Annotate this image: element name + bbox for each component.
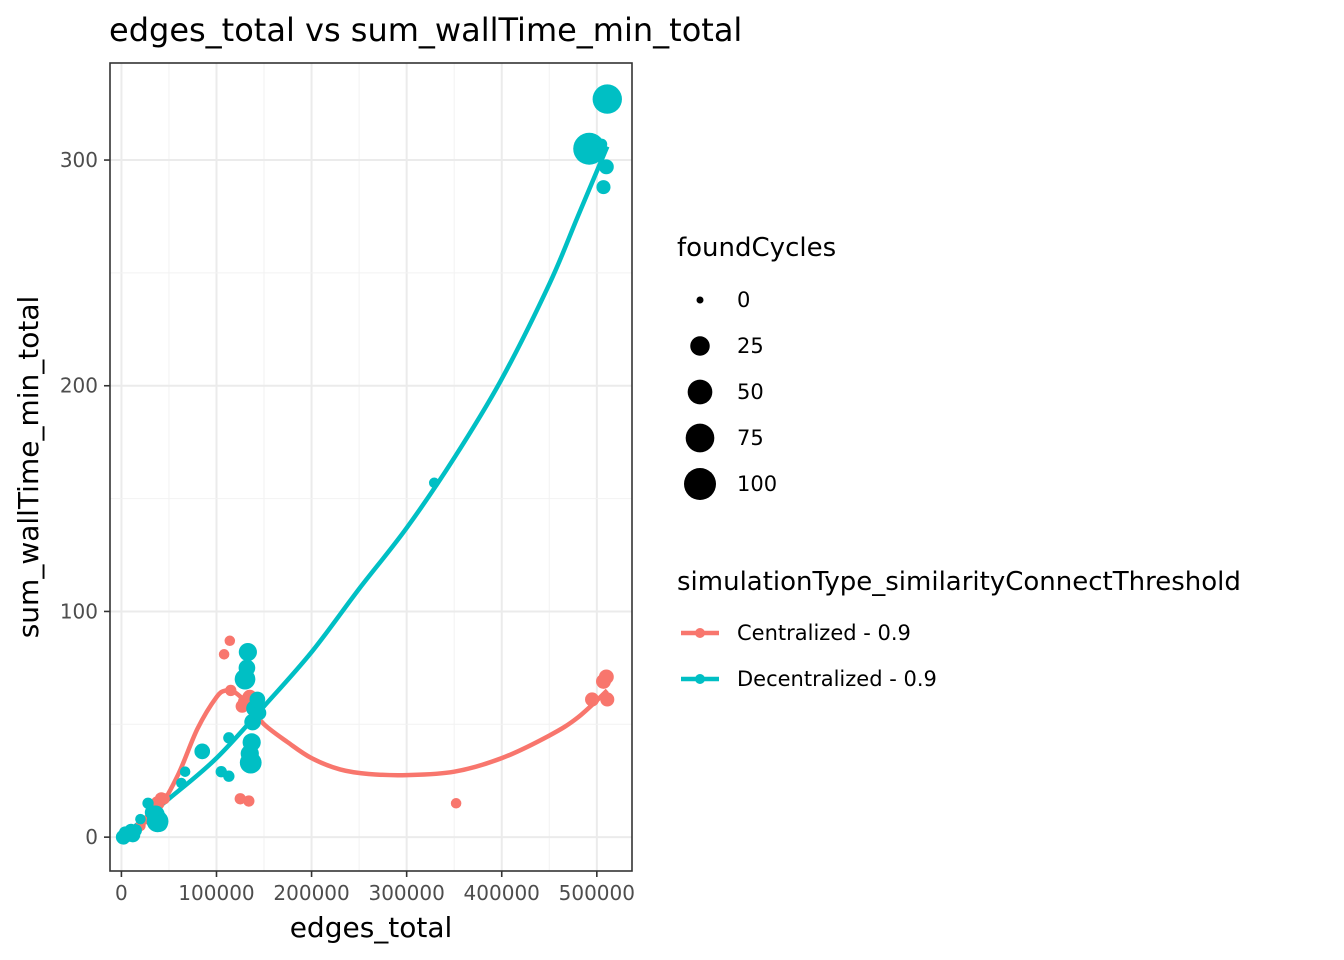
data-point [598, 159, 614, 175]
data-point [224, 635, 236, 647]
color-legend-label: Decentralized - 0.9 [737, 667, 937, 691]
size-legend-label: 100 [737, 472, 777, 496]
data-point [598, 669, 614, 685]
points [115, 84, 622, 845]
y-tick-label: 200 [60, 374, 98, 398]
size-legend-key [687, 379, 713, 405]
size-legend-key [696, 296, 704, 304]
x-axis-ticks: 0 100000 200000 300000 400000 500000 [115, 871, 635, 905]
data-point [450, 798, 462, 809]
size-legend-label: 0 [737, 288, 750, 312]
data-point [129, 824, 142, 837]
data-point [223, 732, 235, 744]
data-point [151, 815, 168, 832]
data-point [595, 138, 608, 150]
plot-panel [109, 62, 633, 872]
size-legend-label: 25 [737, 334, 764, 358]
x-tick-label: 300000 [368, 881, 444, 905]
fit-lines [119, 145, 610, 840]
data-point [596, 180, 611, 195]
data-point [238, 659, 256, 677]
x-tick-label: 400000 [464, 881, 540, 905]
data-point [238, 642, 257, 662]
size-legend-key [685, 423, 715, 453]
size-legend-label: 75 [737, 426, 764, 450]
grid [110, 63, 632, 871]
x-tick-label: 200000 [273, 881, 349, 905]
color-legend-dot [695, 628, 705, 638]
y-tick-label: 100 [60, 599, 98, 623]
data-point [223, 770, 235, 782]
data-point [252, 705, 267, 721]
data-point [135, 813, 146, 825]
y-tick-label: 300 [60, 148, 98, 172]
data-point [242, 733, 261, 752]
data-point [234, 793, 246, 805]
data-point [158, 793, 170, 805]
size-legend-key [690, 336, 710, 356]
data-point [176, 777, 187, 789]
data-point [194, 743, 211, 760]
size-legend-title: foundCycles [677, 233, 836, 263]
color-legend-dot [695, 674, 705, 684]
color-legend: simulationType_similarityConnectThreshol… [677, 567, 1241, 691]
data-point [428, 477, 440, 489]
size-legend-key [684, 468, 716, 500]
data-point [592, 84, 622, 114]
x-tick-label: 0 [115, 881, 128, 905]
y-tick-label: 0 [85, 825, 98, 849]
data-point [239, 751, 262, 774]
color-legend-label: Centralized - 0.9 [737, 621, 911, 645]
y-axis-title: sum_wallTime_min_total [12, 296, 45, 639]
x-axis-title: edges_total [290, 911, 453, 944]
data-point [243, 795, 255, 807]
color-legend-title: simulationType_similarityConnectThreshol… [677, 567, 1241, 597]
y-axis-ticks: 0 100 200 300 [60, 148, 110, 849]
x-tick-label: 500000 [559, 881, 635, 905]
data-point [585, 692, 600, 707]
data-point [249, 691, 266, 708]
data-point [225, 684, 237, 697]
size-legend: foundCycles 0 25 50 75 100 [677, 233, 836, 500]
data-point [179, 766, 191, 777]
fit-line [119, 145, 610, 839]
size-legend-label: 50 [737, 380, 764, 404]
data-point [218, 649, 230, 660]
x-tick-label: 100000 [178, 881, 254, 905]
chart-title: edges_total vs sum_wallTime_min_total [109, 11, 742, 49]
fit-line [120, 687, 609, 840]
data-point [600, 692, 615, 707]
